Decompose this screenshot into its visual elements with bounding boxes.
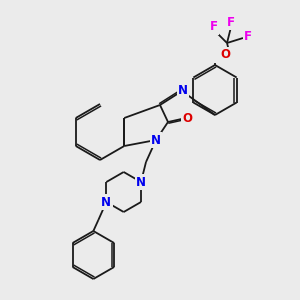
Text: N: N <box>151 134 161 146</box>
Text: O: O <box>220 49 230 62</box>
Text: N: N <box>178 85 188 98</box>
Text: F: F <box>210 20 218 34</box>
Text: N: N <box>101 196 111 208</box>
Text: N: N <box>136 176 146 188</box>
Text: O: O <box>182 112 192 124</box>
Text: F: F <box>227 16 235 28</box>
Text: F: F <box>244 31 252 44</box>
